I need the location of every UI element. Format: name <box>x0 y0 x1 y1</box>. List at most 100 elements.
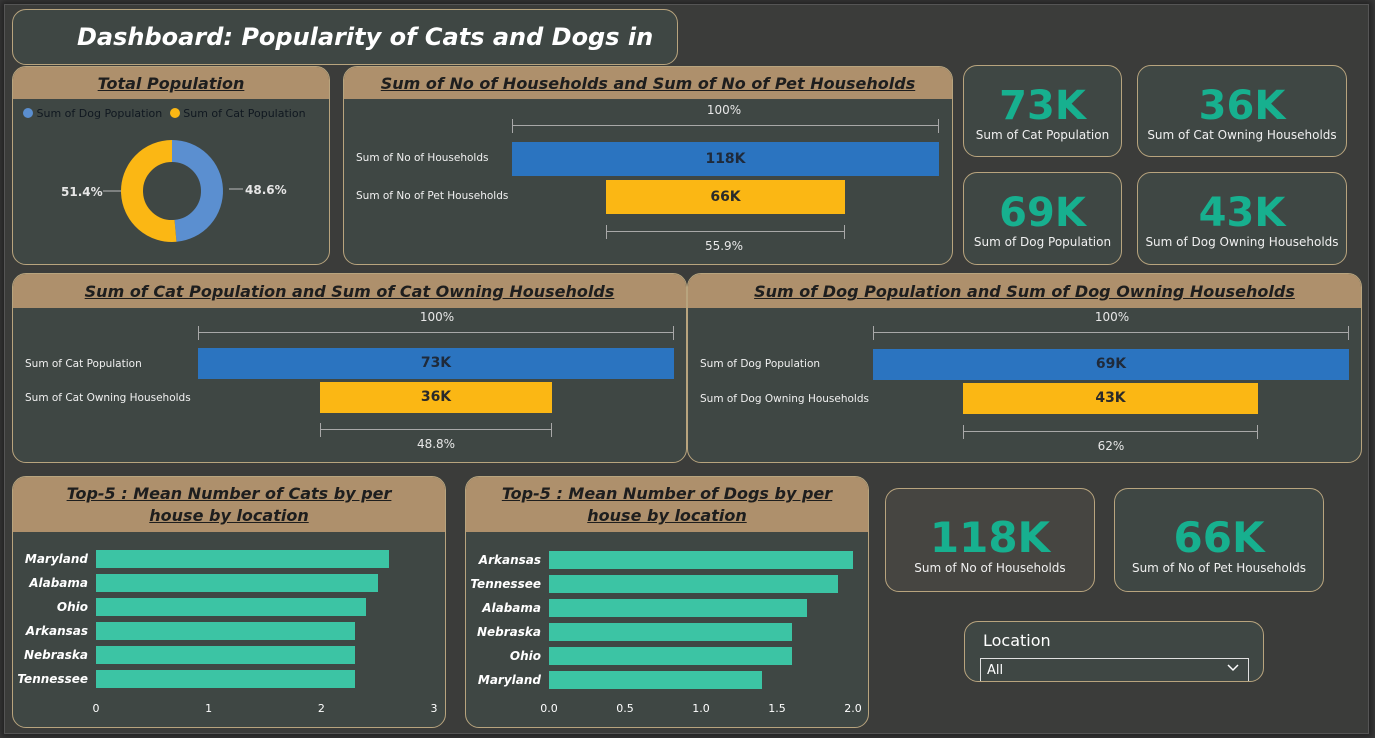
dog-households-row-label: Sum of Dog Owning Households <box>700 393 869 405</box>
households-top-bracket <box>512 119 939 137</box>
dogs-chart-title: Top-5 : Mean Number of Dogs by per house… <box>466 477 868 532</box>
pet-households-row-label: Sum of No of Pet Households <box>356 190 509 202</box>
dog-population-slice <box>171 140 223 242</box>
bar <box>549 575 838 593</box>
donut-legend: Sum of Dog Population Sum of Cat Populat… <box>23 107 306 120</box>
dog-pct-label: 48.6% <box>245 183 287 197</box>
bar <box>549 551 853 569</box>
total-population-title: Total Population <box>13 67 329 99</box>
x-tick-label: 0.0 <box>540 702 558 715</box>
total-population-card: Total Population Sum of Dog Population S… <box>12 66 330 265</box>
households-bar: 118K <box>512 142 939 176</box>
kpi-dog-population-value: 69K <box>999 190 1086 236</box>
dog-legend-label: Sum of Dog Population <box>36 107 163 120</box>
cats-bar-chart-card: Top-5 : Mean Number of Cats by per house… <box>12 476 446 728</box>
cat-funnel-title: Sum of Cat Population and Sum of Cat Own… <box>13 274 686 308</box>
dogs-bar-chart-card: Top-5 : Mean Number of Dogs by per house… <box>465 476 869 728</box>
x-tick-label: 3 <box>430 702 438 715</box>
dog-population-row-label: Sum of Dog Population <box>700 358 821 370</box>
bar-category-label: Tennessee <box>17 672 88 686</box>
x-tick-label: 1.5 <box>768 702 786 715</box>
x-tick-label: 1 <box>205 702 213 715</box>
cat-population-slice <box>121 140 177 242</box>
dog-funnel-title: Sum of Dog Population and Sum of Dog Own… <box>688 274 1361 308</box>
kpi-dog-households-value: 43K <box>1198 190 1286 236</box>
cat-population-row-label: Sum of Cat Population <box>25 358 142 370</box>
kpi-dog-population: 69K Sum of Dog Population <box>963 172 1122 265</box>
bar <box>549 599 808 617</box>
kpi-cat-population-value: 73K <box>999 83 1086 129</box>
cat-bottom-pct: 48.8% <box>416 437 456 451</box>
bar <box>96 622 356 640</box>
dog-bottom-pct: 62% <box>1097 439 1125 453</box>
households-bottom-bracket <box>606 225 845 243</box>
kpi-cat-households: 36K Sum of Cat Owning Households <box>1137 65 1347 157</box>
x-tick-label: 2 <box>317 702 325 715</box>
kpi-dog-population-label: Sum of Dog Population <box>973 235 1112 249</box>
cats-chart-title-text: Top-5 : Mean Number of Cats by per house… <box>66 484 392 525</box>
dashboard-title: Dashboard: Popularity of Cats and Dogs i… <box>12 9 678 105</box>
dogs-bar-chart: Arkansas Tennessee Alabama Nebraska Ohio Mary… <box>466 532 868 727</box>
bar-category-label: Ohio <box>509 649 541 663</box>
kpi-cat-population-label: Sum of Cat Population <box>975 128 1110 142</box>
cat-pct-label: 51.4% <box>61 185 103 199</box>
bar-category-label: Nebraska <box>476 625 541 639</box>
location-slicer-title: Location <box>983 631 1051 650</box>
dog-population-bar: 69K <box>873 349 1349 380</box>
cat-population-bar: 73K <box>198 348 674 379</box>
x-tick-label: 1.0 <box>692 702 710 715</box>
bar-category-label: Tennessee <box>470 577 541 591</box>
dog-bottom-bracket <box>963 425 1258 443</box>
dogs-chart-title-text: Top-5 : Mean Number of Dogs by per house… <box>501 484 833 525</box>
cat-funnel-card: Sum of Cat Population and Sum of Cat Own… <box>12 273 687 463</box>
dog-households-bar: 43K <box>963 383 1258 414</box>
households-top-pct: 100% <box>706 103 742 117</box>
households-funnel-card: Sum of No of Households and Sum of No of… <box>343 66 953 265</box>
bar-category-label: Maryland <box>24 552 88 566</box>
bar-category-label: Ohio <box>56 600 88 614</box>
chevron-down-icon <box>1226 660 1240 678</box>
kpi-dog-households-label: Sum of Dog Owning Households <box>1145 235 1339 249</box>
dog-funnel-card: Sum of Dog Population and Sum of Dog Own… <box>687 273 1362 463</box>
bar <box>549 671 762 689</box>
dog-legend-dot <box>23 108 33 118</box>
kpi-pet-households-label: Sum of No of Pet Households <box>1131 561 1307 575</box>
bar-category-label: Maryland <box>477 673 541 687</box>
cat-bottom-bracket <box>320 423 552 441</box>
bar <box>96 550 389 568</box>
cat-legend-label: Sum of Cat Population <box>183 107 306 120</box>
bar <box>549 647 793 665</box>
location-dropdown[interactable]: All <box>980 658 1249 681</box>
location-selected-value: All <box>987 663 1004 678</box>
bar-category-label: Alabama <box>482 601 541 615</box>
x-tick-label: 0 <box>92 702 100 715</box>
dog-top-bracket <box>873 326 1349 344</box>
bar <box>549 623 793 641</box>
bar <box>96 598 367 616</box>
kpi-dog-households: 43K Sum of Dog Owning Households <box>1137 172 1347 265</box>
households-funnel-title: Sum of No of Households and Sum of No of… <box>344 67 952 99</box>
kpi-households: 118K Sum of No of Households <box>885 488 1095 592</box>
households-row-label: Sum of No of Households <box>356 152 489 164</box>
location-slicer: Location All <box>964 621 1264 682</box>
kpi-cat-households-value: 36K <box>1198 83 1286 129</box>
bar <box>96 646 356 664</box>
bar-category-label: Alabama <box>29 576 88 590</box>
kpi-households-label: Sum of No of Households <box>914 561 1066 575</box>
x-tick-label: 2.0 <box>844 702 862 715</box>
total-population-donut: 51.4% 48.6% <box>61 140 287 242</box>
x-tick-label: 0.5 <box>616 702 634 715</box>
households-bottom-pct: 55.9% <box>704 239 744 253</box>
kpi-cat-households-label: Sum of Cat Owning Households <box>1147 128 1337 142</box>
bar <box>96 574 378 592</box>
kpi-pet-households: 66K Sum of No of Pet Households <box>1114 488 1324 592</box>
cats-chart-title: Top-5 : Mean Number of Cats by per house… <box>13 477 445 532</box>
kpi-pet-households-value: 66K <box>1173 513 1265 562</box>
bar-category-label: Arkansas <box>478 553 541 567</box>
kpi-households-value: 118K <box>929 513 1051 562</box>
bar-category-label: Arkansas <box>25 624 88 638</box>
cat-households-bar: 36K <box>320 382 552 413</box>
dog-top-pct: 100% <box>1094 310 1130 324</box>
cat-top-bracket <box>198 326 674 344</box>
cat-legend-dot <box>169 108 180 118</box>
